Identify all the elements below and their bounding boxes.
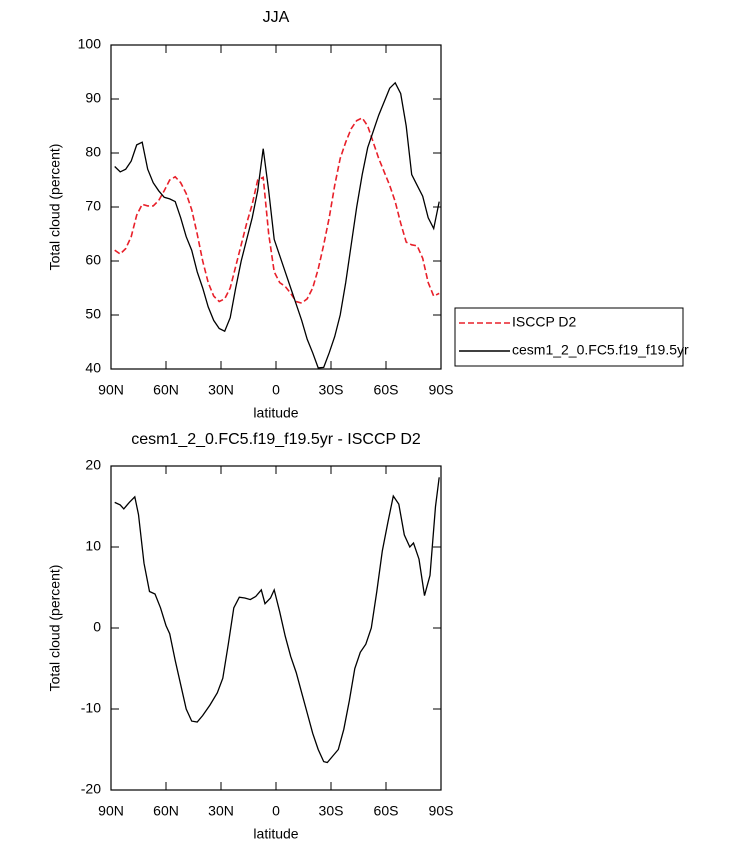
y-tick-label: 20 bbox=[85, 457, 101, 473]
x-tick-label: 30S bbox=[319, 382, 344, 398]
data-line bbox=[114, 477, 440, 764]
plot-frame bbox=[110, 465, 442, 791]
x-tick-label: 30S bbox=[319, 803, 344, 819]
x-tick-label: 90S bbox=[429, 382, 454, 398]
x-tick-label: 60N bbox=[153, 803, 179, 819]
x-tick-label: 30N bbox=[208, 803, 234, 819]
x-tick-label: 60N bbox=[153, 382, 179, 398]
legend-label: cesm1_2_0.FC5.f19_f19.5yr bbox=[512, 342, 689, 358]
legend-label: ISCCP D2 bbox=[512, 314, 577, 330]
y-axis-label: Total cloud (percent) bbox=[47, 144, 63, 271]
data-line bbox=[114, 116, 440, 304]
legend-box bbox=[454, 307, 684, 367]
y-tick-label: 50 bbox=[85, 306, 101, 322]
y-tick-label: 100 bbox=[78, 36, 102, 52]
y-tick-label: -10 bbox=[81, 700, 101, 716]
x-axis-label: latitude bbox=[253, 826, 298, 842]
x-tick-label: 90N bbox=[98, 803, 124, 819]
y-tick-label: 60 bbox=[85, 252, 101, 268]
x-tick-label: 0 bbox=[272, 382, 280, 398]
y-tick-label: 40 bbox=[85, 360, 101, 376]
x-tick-label: 90S bbox=[429, 803, 454, 819]
data-line bbox=[114, 81, 440, 369]
x-tick-label: 60S bbox=[374, 803, 399, 819]
y-tick-label: -20 bbox=[81, 781, 101, 797]
y-tick-label: 0 bbox=[93, 619, 101, 635]
y-axis-label: Total cloud (percent) bbox=[47, 565, 63, 692]
chart-title: JJA bbox=[263, 9, 290, 26]
x-tick-label: 60S bbox=[374, 382, 399, 398]
y-tick-label: 90 bbox=[85, 90, 101, 106]
y-tick-label: 70 bbox=[85, 198, 101, 214]
plot-frame bbox=[110, 44, 442, 370]
y-tick-label: 80 bbox=[85, 144, 101, 160]
x-tick-label: 90N bbox=[98, 382, 124, 398]
x-tick-label: 0 bbox=[272, 803, 280, 819]
x-tick-label: 30N bbox=[208, 382, 234, 398]
y-tick-label: 10 bbox=[85, 538, 101, 554]
chart-title: cesm1_2_0.FC5.f19_f19.5yr - ISCCP D2 bbox=[131, 431, 421, 448]
x-axis-label: latitude bbox=[253, 405, 298, 421]
